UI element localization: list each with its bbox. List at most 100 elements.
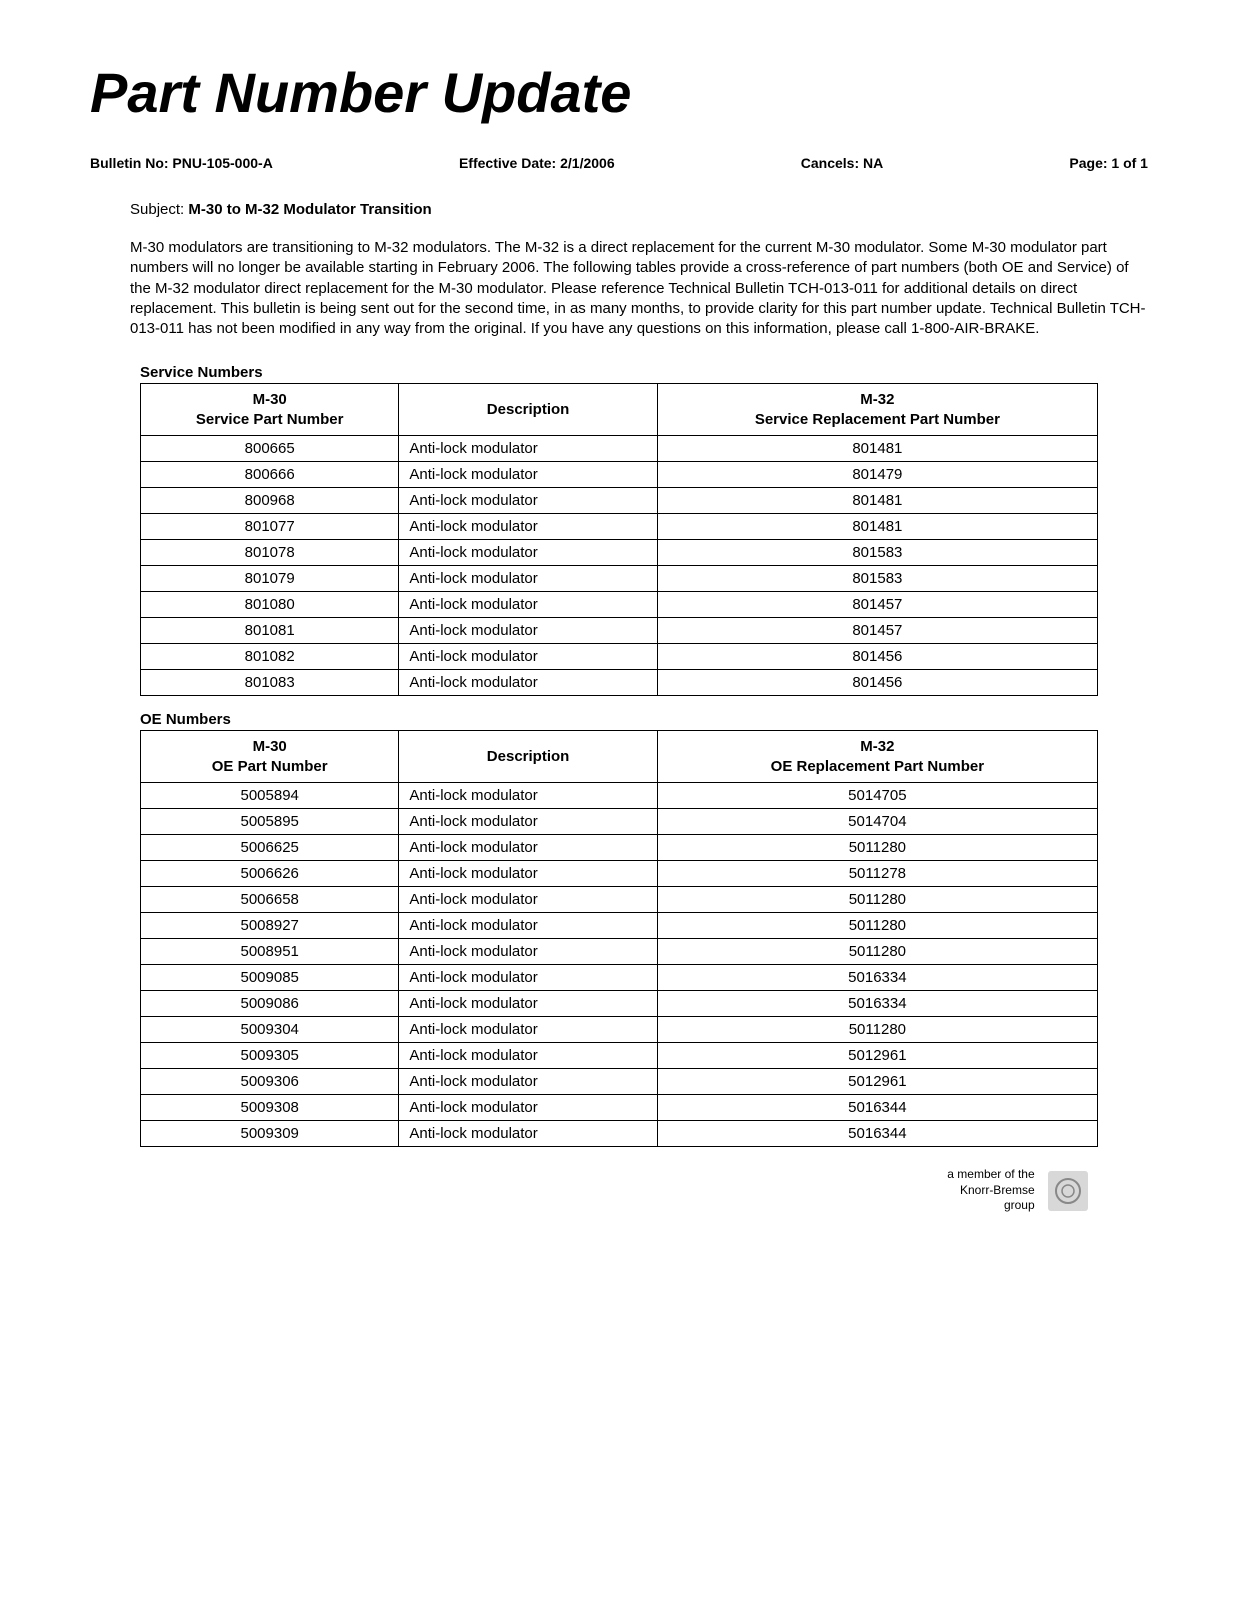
table-header-row: M-30 OE Part Number Description M-32 OE … [141,731,1098,783]
service-table-title: Service Numbers [140,364,1098,381]
table-row: 5005894Anti-lock modulator5014705 [141,783,1098,809]
table-row: 5006625Anti-lock modulator5011280 [141,835,1098,861]
header-row: Bulletin No: PNU-105-000-A Effective Dat… [90,155,1148,171]
description-cell: Anti-lock modulator [399,887,657,913]
part-number-cell: 801083 [141,670,399,696]
knorr-bremse-logo-icon [1048,1171,1088,1211]
part-number-cell: 5006626 [141,861,399,887]
header-line2: OE Part Number [212,758,328,775]
description-cell: Anti-lock modulator [399,670,657,696]
service-col1-header: M-30 Service Part Number [141,384,399,436]
table-row: 5006626Anti-lock modulator5011278 [141,861,1098,887]
replacement-number-cell: 5016344 [657,1095,1097,1121]
replacement-number-cell: 5011280 [657,939,1097,965]
table-row: 800968Anti-lock modulator801481 [141,488,1098,514]
description-cell: Anti-lock modulator [399,514,657,540]
table-row: 5009304Anti-lock modulator5011280 [141,1017,1098,1043]
service-col3-header: M-32 Service Replacement Part Number [657,384,1097,436]
body-paragraph: M-30 modulators are transitioning to M-3… [130,238,1148,339]
page-title: Part Number Update [90,60,1148,125]
description-cell: Anti-lock modulator [399,991,657,1017]
replacement-number-cell: 801481 [657,514,1097,540]
part-number-cell: 801077 [141,514,399,540]
description-cell: Anti-lock modulator [399,861,657,887]
replacement-number-cell: 5011280 [657,913,1097,939]
replacement-number-cell: 5014705 [657,783,1097,809]
part-number-cell: 801081 [141,618,399,644]
cancels: Cancels: NA [801,155,883,171]
replacement-number-cell: 5011280 [657,887,1097,913]
replacement-number-cell: 801457 [657,592,1097,618]
oe-table-title: OE Numbers [140,711,1098,728]
part-number-cell: 5009304 [141,1017,399,1043]
part-number-cell: 5005895 [141,809,399,835]
table-row: 5008927Anti-lock modulator5011280 [141,913,1098,939]
description-cell: Anti-lock modulator [399,1121,657,1147]
table-row: 801078Anti-lock modulator801583 [141,540,1098,566]
description-cell: Anti-lock modulator [399,809,657,835]
description-cell: Anti-lock modulator [399,835,657,861]
description-cell: Anti-lock modulator [399,965,657,991]
part-number-cell: 801080 [141,592,399,618]
header-line2: Service Replacement Part Number [755,411,1000,428]
table-row: 5009086Anti-lock modulator5016334 [141,991,1098,1017]
footer-line3: group [1004,1198,1035,1212]
part-number-cell: 801078 [141,540,399,566]
table-row: 5009309Anti-lock modulator5016344 [141,1121,1098,1147]
oe-table-section: OE Numbers M-30 OE Part Number Descripti… [140,711,1098,1147]
table-row: 801077Anti-lock modulator801481 [141,514,1098,540]
replacement-number-cell: 5011280 [657,835,1097,861]
replacement-number-cell: 801456 [657,644,1097,670]
oe-col1-header: M-30 OE Part Number [141,731,399,783]
part-number-cell: 5009085 [141,965,399,991]
part-number-cell: 801082 [141,644,399,670]
part-number-cell: 800968 [141,488,399,514]
replacement-number-cell: 5012961 [657,1069,1097,1095]
replacement-number-cell: 801456 [657,670,1097,696]
table-row: 800665Anti-lock modulator801481 [141,436,1098,462]
description-cell: Anti-lock modulator [399,592,657,618]
part-number-cell: 801079 [141,566,399,592]
table-row: 5009305Anti-lock modulator5012961 [141,1043,1098,1069]
replacement-number-cell: 5014704 [657,809,1097,835]
footer-line1: a member of the [947,1167,1034,1181]
description-cell: Anti-lock modulator [399,913,657,939]
replacement-number-cell: 5016334 [657,991,1097,1017]
header-line1: M-32 [860,738,894,755]
table-row: 801081Anti-lock modulator801457 [141,618,1098,644]
table-row: 5006658Anti-lock modulator5011280 [141,887,1098,913]
table-row: 5005895Anti-lock modulator5014704 [141,809,1098,835]
description-cell: Anti-lock modulator [399,462,657,488]
replacement-number-cell: 801583 [657,540,1097,566]
subject-text: M-30 to M-32 Modulator Transition [188,201,431,218]
subject-label: Subject: [130,201,188,218]
bulletin-no: Bulletin No: PNU-105-000-A [90,155,273,171]
part-number-cell: 5009306 [141,1069,399,1095]
description-cell: Anti-lock modulator [399,1069,657,1095]
description-cell: Anti-lock modulator [399,644,657,670]
description-cell: Anti-lock modulator [399,783,657,809]
table-row: 800666Anti-lock modulator801479 [141,462,1098,488]
effective-date: Effective Date: 2/1/2006 [459,155,615,171]
description-cell: Anti-lock modulator [399,1017,657,1043]
header-line2: OE Replacement Part Number [771,758,984,775]
replacement-number-cell: 5011280 [657,1017,1097,1043]
part-number-cell: 5009305 [141,1043,399,1069]
part-number-cell: 5009086 [141,991,399,1017]
table-row: 801080Anti-lock modulator801457 [141,592,1098,618]
part-number-cell: 5005894 [141,783,399,809]
part-number-cell: 800665 [141,436,399,462]
header-line1: M-30 [253,391,287,408]
replacement-number-cell: 801479 [657,462,1097,488]
service-table: M-30 Service Part Number Description M-3… [140,383,1098,696]
service-col2-header: Description [399,384,657,436]
part-number-cell: 5008927 [141,913,399,939]
part-number-cell: 5009308 [141,1095,399,1121]
description-cell: Anti-lock modulator [399,488,657,514]
description-cell: Anti-lock modulator [399,1095,657,1121]
description-cell: Anti-lock modulator [399,566,657,592]
replacement-number-cell: 801457 [657,618,1097,644]
part-number-cell: 5008951 [141,939,399,965]
table-row: 801079Anti-lock modulator801583 [141,566,1098,592]
table-row: 801082Anti-lock modulator801456 [141,644,1098,670]
